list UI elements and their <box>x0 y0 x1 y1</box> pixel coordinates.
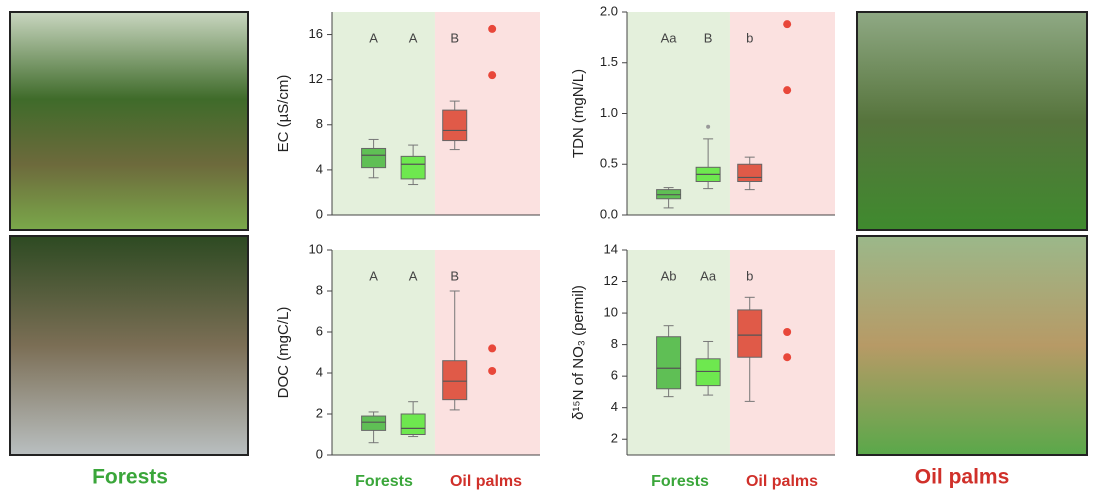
point <box>783 353 791 361</box>
y-axis-label: TDN (mgN/L) <box>570 69 587 158</box>
point <box>488 25 496 33</box>
point <box>783 20 791 28</box>
outlier <box>706 125 710 129</box>
y-tick-label: 8 <box>316 116 323 131</box>
forest-photo <box>10 12 248 230</box>
forest-zone <box>332 12 435 215</box>
point <box>488 71 496 79</box>
group-label: Forests <box>651 473 709 490</box>
y-tick-label: 4 <box>316 364 323 379</box>
oil-palm-photo <box>857 12 1087 230</box>
y-tick-label: 2 <box>316 405 323 420</box>
y-tick-label: 10 <box>604 305 618 320</box>
group-letter: B <box>450 268 459 283</box>
group-letter: A <box>409 30 418 45</box>
photos <box>10 12 1087 455</box>
y-tick-label: 0 <box>316 446 323 461</box>
point <box>488 367 496 375</box>
box <box>401 414 425 435</box>
box <box>401 156 425 179</box>
point <box>783 328 791 336</box>
group-letter: b <box>746 30 753 45</box>
group-letter: A <box>409 268 418 283</box>
y-tick-label: 6 <box>316 323 323 338</box>
box <box>362 416 386 430</box>
group-letter: B <box>450 30 459 45</box>
y-tick-label: 0.5 <box>600 156 618 171</box>
forest-zone <box>627 12 730 215</box>
y-tick-label: 4 <box>316 161 323 176</box>
point <box>488 344 496 352</box>
y-tick-label: 8 <box>611 336 618 351</box>
y-tick-label: 6 <box>611 368 618 383</box>
forest-photo <box>10 236 248 455</box>
box <box>362 148 386 167</box>
group-letter: A <box>369 268 378 283</box>
group-letter: Ab <box>661 268 677 283</box>
caption: Oil palms <box>915 466 1010 489</box>
box <box>443 110 467 140</box>
y-tick-label: 12 <box>309 71 323 86</box>
y-tick-label: 14 <box>604 241 618 256</box>
y-axis-label: EC (µS/cm) <box>275 75 292 153</box>
y-tick-label: 12 <box>604 273 618 288</box>
figure: Forests Oil palms Forests Oil palms Fore… <box>0 0 1095 492</box>
y-tick-label: 10 <box>309 241 323 256</box>
y-tick-label: 4 <box>611 399 618 414</box>
y-axis-label: DOC (mgC/L) <box>275 307 292 399</box>
group-label: Oil palms <box>450 473 522 490</box>
box <box>738 164 762 181</box>
group-letter: b <box>746 268 753 283</box>
caption: Forests <box>92 466 168 489</box>
oil-palm-photo <box>857 236 1087 455</box>
box <box>738 310 762 357</box>
box <box>696 359 720 386</box>
y-tick-label: 2.0 <box>600 3 618 18</box>
group-letter: B <box>704 30 713 45</box>
box <box>443 361 467 400</box>
box <box>657 337 681 389</box>
y-tick-label: 2 <box>611 431 618 446</box>
y-tick-label: 8 <box>316 282 323 297</box>
y-tick-label: 1.0 <box>600 105 618 120</box>
y-tick-label: 0.0 <box>600 206 618 221</box>
group-label: Forests <box>355 473 413 490</box>
y-axis-label: δ¹⁵N of NO₃ (permil) <box>570 285 587 420</box>
group-letter: Aa <box>700 268 717 283</box>
group-label: Oil palms <box>746 473 818 490</box>
y-tick-label: 1.5 <box>600 54 618 69</box>
point <box>783 86 791 94</box>
group-letter: A <box>369 30 378 45</box>
y-tick-label: 16 <box>309 26 323 41</box>
y-tick-label: 0 <box>316 206 323 221</box>
group-letter: Aa <box>661 30 678 45</box>
